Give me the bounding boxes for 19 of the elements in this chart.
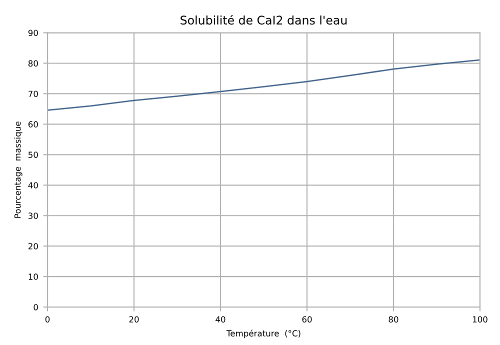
x-tick-label: 40 xyxy=(216,316,226,323)
y-axis-title: Pourcentage massique xyxy=(14,122,22,218)
chart-title: Solubilité de CaI2 dans l'eau xyxy=(180,15,347,25)
y-tick-label: 90 xyxy=(28,30,38,36)
x-tick-label: 60 xyxy=(302,316,312,323)
x-tick-label: 20 xyxy=(129,316,139,323)
y-tick-label: 0 xyxy=(34,304,38,310)
y-tick-label: 30 xyxy=(28,212,38,219)
y-tick-label: 40 xyxy=(28,182,38,188)
x-axis-title: Température (°C) xyxy=(226,330,300,338)
y-tick-label: 20 xyxy=(28,243,38,250)
y-tick-label: 10 xyxy=(28,274,38,280)
x-tick-label: 100 xyxy=(472,316,488,323)
x-tick-label: 80 xyxy=(388,316,398,323)
x-tick-label: 0 xyxy=(45,316,50,323)
y-tick-label: 50 xyxy=(28,152,38,158)
y-tick-label: 70 xyxy=(28,90,38,98)
y-tick-label: 80 xyxy=(28,60,38,67)
y-tick-label: 60 xyxy=(28,121,38,128)
